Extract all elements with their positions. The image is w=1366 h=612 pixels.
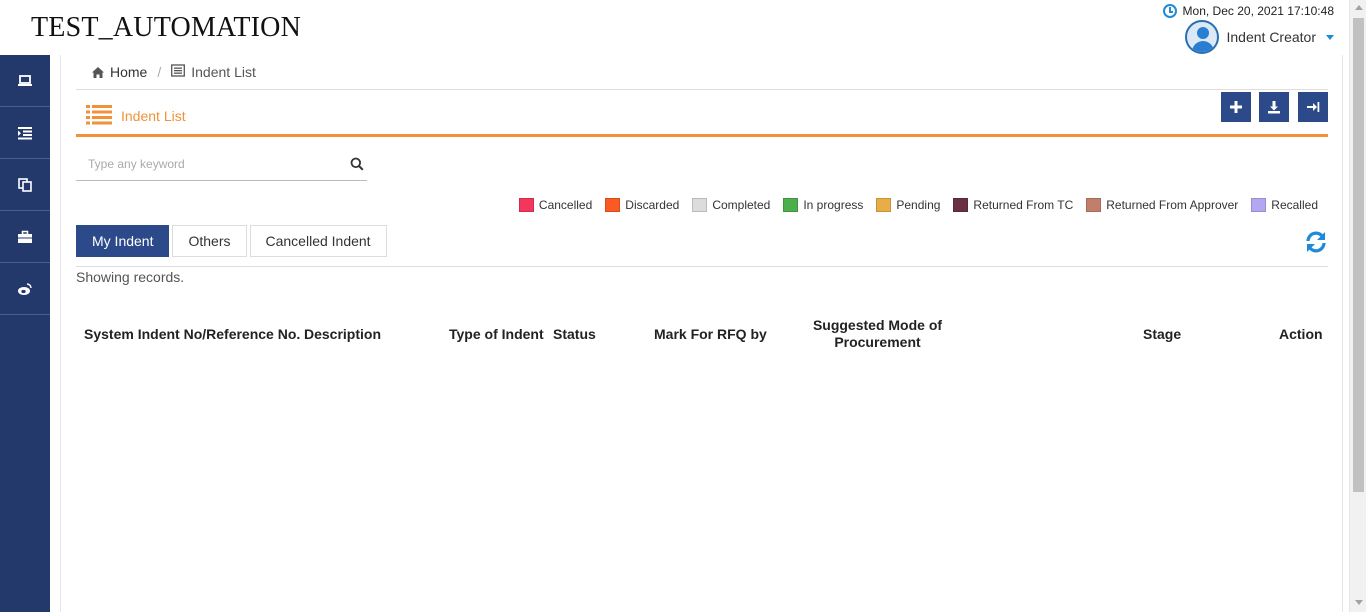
legend-item-completed: Completed xyxy=(692,198,770,212)
col-header-action[interactable]: Action xyxy=(1279,325,1323,342)
legend-swatch xyxy=(953,198,969,212)
sign-in-icon xyxy=(1307,102,1320,112)
plus-icon xyxy=(1230,101,1242,113)
sidebar-item-weibo[interactable] xyxy=(0,263,50,315)
tab-others[interactable]: Others xyxy=(172,225,247,257)
search-box xyxy=(76,150,367,181)
legend-label: In progress xyxy=(803,198,864,212)
datetime-display: Mon, Dec 20, 2021 17:10:48 xyxy=(1162,4,1334,18)
tab-cancelled-indent[interactable]: Cancelled Indent xyxy=(249,225,387,257)
sidebar-item-dashboard[interactable] xyxy=(0,55,50,107)
briefcase-icon xyxy=(18,230,32,243)
tab-my-indent[interactable]: My Indent xyxy=(76,225,170,257)
top-bar: TEST_AUTOMATION Mon, Dec 20, 2021 17:10:… xyxy=(0,0,1366,55)
breadcrumb-separator: / xyxy=(157,64,162,80)
breadcrumb-current: Indent List xyxy=(191,64,256,80)
legend-label: Recalled xyxy=(1271,198,1318,212)
user-menu[interactable]: Indent Creator xyxy=(1184,20,1334,54)
home-icon[interactable] xyxy=(91,66,104,78)
legend-label: Pending xyxy=(896,198,941,212)
legend-swatch xyxy=(1086,198,1102,212)
page-header: Indent List xyxy=(76,90,1328,137)
user-name[interactable]: Indent Creator xyxy=(1226,29,1317,45)
legend-item-returned-from-tc: Returned From TC xyxy=(953,198,1073,212)
col-header-stage[interactable]: Stage xyxy=(1143,325,1182,342)
sidebar xyxy=(0,55,50,612)
sidebar-item-briefcase[interactable] xyxy=(0,211,50,263)
legend-item-recalled: Recalled xyxy=(1251,198,1318,212)
col-header-status[interactable]: Status xyxy=(553,325,596,342)
legend-label: Cancelled xyxy=(538,198,593,212)
weibo-icon xyxy=(18,282,32,295)
legend-swatch xyxy=(518,198,534,212)
download-icon xyxy=(1268,101,1280,114)
legend-label: Returned From Approver xyxy=(1106,198,1239,212)
legend-item-discarded: Discarded xyxy=(605,198,679,212)
legend-label: Discarded xyxy=(625,198,680,212)
breadcrumb: Home / Indent List xyxy=(76,55,1328,90)
download-button[interactable] xyxy=(1259,92,1289,122)
status-legend: Cancelled Discarded Completed In progres… xyxy=(518,198,1318,212)
search-input[interactable] xyxy=(76,150,326,178)
content-right-border xyxy=(1342,55,1343,612)
avatar[interactable] xyxy=(1184,20,1219,54)
search-icon[interactable] xyxy=(350,157,364,176)
legend-swatch xyxy=(605,198,621,212)
table-header: System Indent No/Reference No. Descripti… xyxy=(76,305,1328,363)
datetime-text: Mon, Dec 20, 2021 17:10:48 xyxy=(1182,4,1334,18)
indent-list-icon xyxy=(18,126,32,139)
page-scrollbar[interactable] xyxy=(1349,0,1366,612)
legend-swatch xyxy=(1251,198,1267,212)
col-header-rfq[interactable]: Mark For RFQ by xyxy=(654,325,767,342)
laptop-icon xyxy=(18,74,32,86)
legend-swatch xyxy=(692,198,708,212)
list-alt-icon xyxy=(171,64,186,80)
legend-item-pending: Pending xyxy=(876,198,940,212)
scroll-down-arrow[interactable] xyxy=(1355,600,1363,605)
legend-label: Completed xyxy=(712,198,771,212)
indent-tabs: My Indent Others Cancelled Indent xyxy=(76,225,387,257)
legend-swatch xyxy=(783,198,799,212)
caret-down-icon[interactable] xyxy=(1326,34,1334,40)
scroll-thumb[interactable] xyxy=(1353,18,1364,492)
sign-in-button[interactable] xyxy=(1298,92,1328,122)
legend-item-in-progress: In progress xyxy=(783,198,863,212)
content-left-border xyxy=(60,55,61,612)
copy-icon xyxy=(18,177,32,192)
scroll-up-arrow[interactable] xyxy=(1355,5,1363,10)
add-button[interactable] xyxy=(1221,92,1251,122)
sidebar-item-indent[interactable] xyxy=(0,107,50,159)
page-title: Indent List xyxy=(121,108,186,124)
legend-label: Returned From TC xyxy=(973,198,1074,212)
col-header-procurement[interactable]: Suggested Mode of Procurement xyxy=(812,317,943,350)
tabs-divider xyxy=(76,266,1328,267)
col-header-description[interactable]: Description xyxy=(304,325,382,342)
clock-icon xyxy=(1162,4,1177,18)
col-header-type[interactable]: Type of Indent xyxy=(449,325,544,342)
app-title: TEST_AUTOMATION xyxy=(31,12,302,43)
list-icon xyxy=(86,105,112,130)
legend-item-cancelled: Cancelled xyxy=(518,198,593,212)
refresh-icon[interactable] xyxy=(1304,230,1328,259)
sidebar-item-copy[interactable] xyxy=(0,159,50,211)
legend-swatch xyxy=(876,198,892,212)
col-header-indent-no[interactable]: System Indent No/Reference No. xyxy=(84,325,301,342)
breadcrumb-home[interactable]: Home xyxy=(110,64,148,80)
records-status: Showing records. xyxy=(76,269,185,285)
legend-item-returned-from-approver: Returned From Approver xyxy=(1086,198,1238,212)
